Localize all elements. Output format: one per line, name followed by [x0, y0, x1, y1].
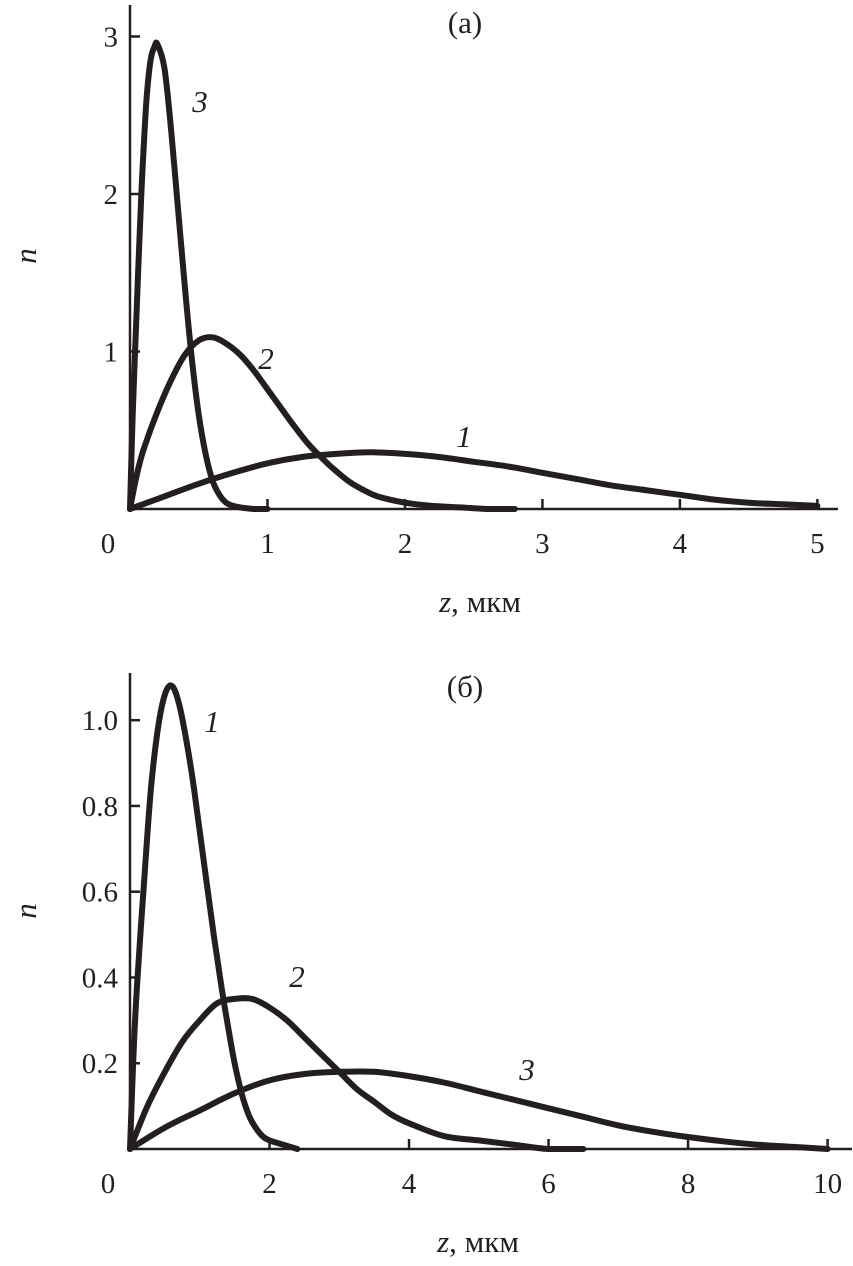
panel-b-x-axis-variable: z	[436, 1224, 449, 1259]
panel-a-x-tick-label: 2	[398, 528, 413, 560]
panel-a-y-tick-label: 1	[104, 337, 119, 369]
panel-b-y-tick-label: 0.4	[82, 962, 119, 994]
panel-b-x-axis-title: z, мкм	[436, 1224, 519, 1259]
panel-b-y-tick-label: 0.6	[82, 877, 118, 909]
panel-a-x-tick-label: 0	[101, 528, 116, 560]
panel-b-y-axis-title: n	[8, 903, 43, 919]
panel-b-curve-label-3: 3	[518, 1052, 535, 1087]
panel-b-curve-label-2: 2	[289, 959, 305, 994]
panel-b-series	[127, 682, 831, 1152]
panel-a-curve-label-1: 1	[456, 419, 472, 454]
panel-a-series	[127, 39, 821, 512]
panel-a-x-axis-unit: , мкм	[451, 584, 521, 619]
panel-a-x-axis-title: z, мкм	[438, 584, 521, 619]
panel-a-x-tick-label: 4	[673, 528, 688, 560]
panel-a-series-1-line	[127, 449, 821, 512]
panel-a-y-tick-label: 2	[104, 179, 119, 211]
panel-a-series-2-line	[127, 334, 518, 512]
panel-a-curve-label-3: 3	[191, 84, 208, 119]
panel-b-series-1-line	[127, 682, 301, 1152]
panel-a-curve-label-2: 2	[258, 341, 274, 376]
panel-b-x-axis-unit: , мкм	[449, 1224, 519, 1259]
panel-a-y-axis-title: n	[8, 248, 43, 264]
panel-a-axes	[128, 5, 838, 511]
panel-b-label: (б)	[447, 669, 483, 704]
panel-b-x-tick-label: 6	[541, 1168, 556, 1200]
panel-b-x-tick-label: 2	[262, 1168, 277, 1200]
panel-b-curve-label-1: 1	[204, 704, 220, 739]
panel-a-x-tick-label: 3	[535, 528, 550, 560]
panel-a-x-tick-label: 1	[260, 528, 275, 560]
panel-a-x-axis-variable: z	[438, 584, 451, 619]
panel-b-series-3-line	[127, 1068, 831, 1152]
chart-panel-a: (a) 0 1 2 3 4 5 1 2 3 n z, мкм 1 2 3	[8, 5, 838, 619]
panel-b-x-tick-label: 10	[813, 1168, 842, 1200]
panel-b-x-tick-label: 8	[681, 1168, 696, 1200]
panel-a-x-tick-label: 5	[810, 528, 825, 560]
panel-b-x-tick-label: 0	[101, 1168, 116, 1200]
panel-b-y-tick-label: 0.2	[82, 1048, 118, 1080]
panel-b-series-2-line	[127, 995, 587, 1152]
panel-a-series-3-line	[127, 39, 271, 512]
panel-b-ticks: 0 2 4 6 8 10 0.2 0.4 0.6 0.8 1.0	[82, 705, 842, 1200]
panel-b-x-tick-label: 4	[402, 1168, 417, 1200]
panel-b-y-tick-label: 1.0	[82, 705, 118, 737]
panel-a-y-tick-label: 3	[104, 22, 119, 54]
panel-a-label: (a)	[448, 5, 482, 40]
chart-panel-b: (б) 0 2 4 6 8 100.20.40.60.81.0 n z, мкм 1 2 …	[8, 669, 852, 1259]
panel-b-y-tick-label: 0.8	[82, 791, 118, 823]
